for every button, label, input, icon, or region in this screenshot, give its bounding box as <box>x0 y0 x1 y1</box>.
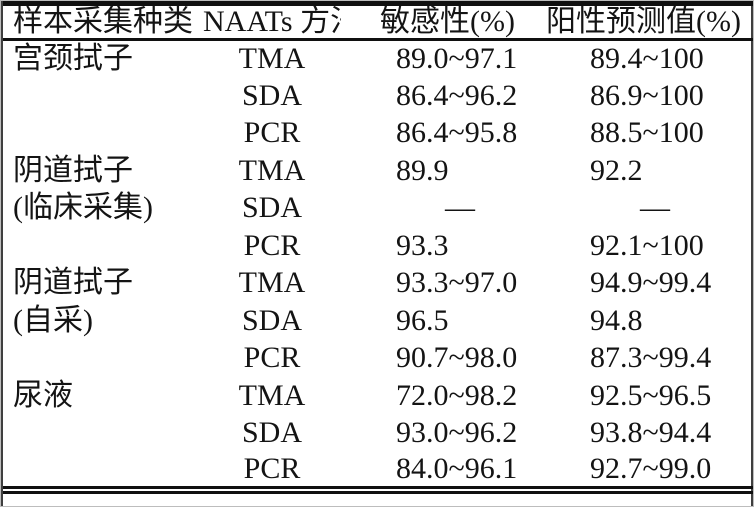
sample-type-cell <box>3 227 203 265</box>
table-row: (临床采集) SDA — — <box>3 190 753 228</box>
sensitivity-cell: 96.5 <box>396 303 449 337</box>
sensitivity-cell: 84.0~96.1 <box>396 452 518 485</box>
ppv-cell: 93.8~94.4 <box>590 416 712 450</box>
ppv-cell: 94.9~99.4 <box>590 266 712 300</box>
sample-type-cell: (自采) <box>13 303 93 337</box>
method-cell: TMA <box>238 42 306 75</box>
sample-type-cell: 尿液 <box>13 378 73 412</box>
table-row: 阴道拭子 TMA 89.9 92.2 <box>3 152 753 190</box>
ppv-cell: 89.4~100 <box>590 42 704 75</box>
table-row: SDA 93.0~96.2 93.8~94.4 <box>3 415 753 453</box>
col-header-naats-method: NAATs 方法 <box>203 5 341 38</box>
naats-performance-table: 样本采集种类 NAATs 方法 敏感性(%) 阳性预测值(%) 宫颈拭子 TMA… <box>3 1 753 494</box>
ppv-cell: 94.8 <box>590 303 643 337</box>
table-row: PCR 90.7~98.0 87.3~99.4 <box>3 340 753 378</box>
sample-type-cell <box>3 452 203 490</box>
sensitivity-cell: 93.3~97.0 <box>396 266 518 300</box>
sample-type-cell: (临床采集) <box>13 191 153 225</box>
method-cell: TMA <box>238 266 306 300</box>
table-row: SDA 86.4~96.2 86.9~100 <box>3 77 753 115</box>
method-cell: SDA <box>241 78 302 112</box>
sensitivity-cell: 90.7~98.0 <box>396 341 518 375</box>
ppv-cell: 87.3~99.4 <box>590 341 712 375</box>
sensitivity-cell: 86.4~96.2 <box>396 78 518 112</box>
table-row: 宫颈拭子 TMA 89.0~97.1 89.4~100 <box>3 40 753 78</box>
method-cell: PCR <box>243 116 301 150</box>
table-row: (自采) SDA 96.5 94.8 <box>3 302 753 340</box>
ppv-cell: 92.1~100 <box>590 228 704 262</box>
method-cell: PCR <box>243 228 301 262</box>
sensitivity-cell: 93.3 <box>396 228 449 262</box>
header-row: 样本采集种类 NAATs 方法 敏感性(%) 阳性预测值(%) <box>3 4 753 40</box>
col-header-sample-type: 样本采集种类 <box>13 5 193 38</box>
sensitivity-cell: 86.4~95.8 <box>396 116 518 150</box>
table-row: 阴道拭子 TMA 93.3~97.0 94.9~99.4 <box>3 265 753 303</box>
sample-type-cell: 阴道拭子 <box>13 266 133 300</box>
sample-type-cell <box>3 77 203 115</box>
col-header-sensitivity: 敏感性(%) <box>380 5 515 38</box>
table-row: 尿液 TMA 72.0~98.2 92.5~96.5 <box>3 377 753 415</box>
method-cell: SDA <box>241 303 302 337</box>
sensitivity-cell: 89.9 <box>396 153 449 187</box>
ppv-cell: 92.5~96.5 <box>590 378 712 412</box>
sensitivity-cell: 89.0~97.1 <box>396 42 518 75</box>
sample-type-cell <box>3 340 203 378</box>
method-cell: SDA <box>241 191 302 225</box>
ppv-cell: — <box>640 191 670 225</box>
method-cell: SDA <box>241 416 302 450</box>
table-row: PCR 86.4~95.8 88.5~100 <box>3 115 753 153</box>
ppv-cell: 92.2 <box>590 153 643 187</box>
ppv-cell: 86.9~100 <box>590 78 704 112</box>
table-row: PCR 93.3 92.1~100 <box>3 227 753 265</box>
sample-type-cell <box>3 415 203 453</box>
col-header-ppv: 阳性预测值(%) <box>546 5 741 38</box>
ppv-cell: 92.7~99.0 <box>590 452 712 485</box>
ppv-cell: 88.5~100 <box>590 116 704 150</box>
table-row: PCR 84.0~96.1 92.7~99.0 <box>3 452 753 490</box>
sample-type-cell: 宫颈拭子 <box>13 42 133 75</box>
method-cell: PCR <box>243 341 301 375</box>
method-cell: TMA <box>238 378 306 412</box>
sensitivity-cell: 72.0~98.2 <box>396 378 518 412</box>
sample-type-cell <box>3 115 203 153</box>
sensitivity-cell: — <box>445 191 475 225</box>
method-cell: PCR <box>243 452 301 485</box>
sample-type-cell: 阴道拭子 <box>13 153 133 187</box>
sensitivity-cell: 93.0~96.2 <box>396 416 518 450</box>
method-cell: TMA <box>238 153 306 187</box>
